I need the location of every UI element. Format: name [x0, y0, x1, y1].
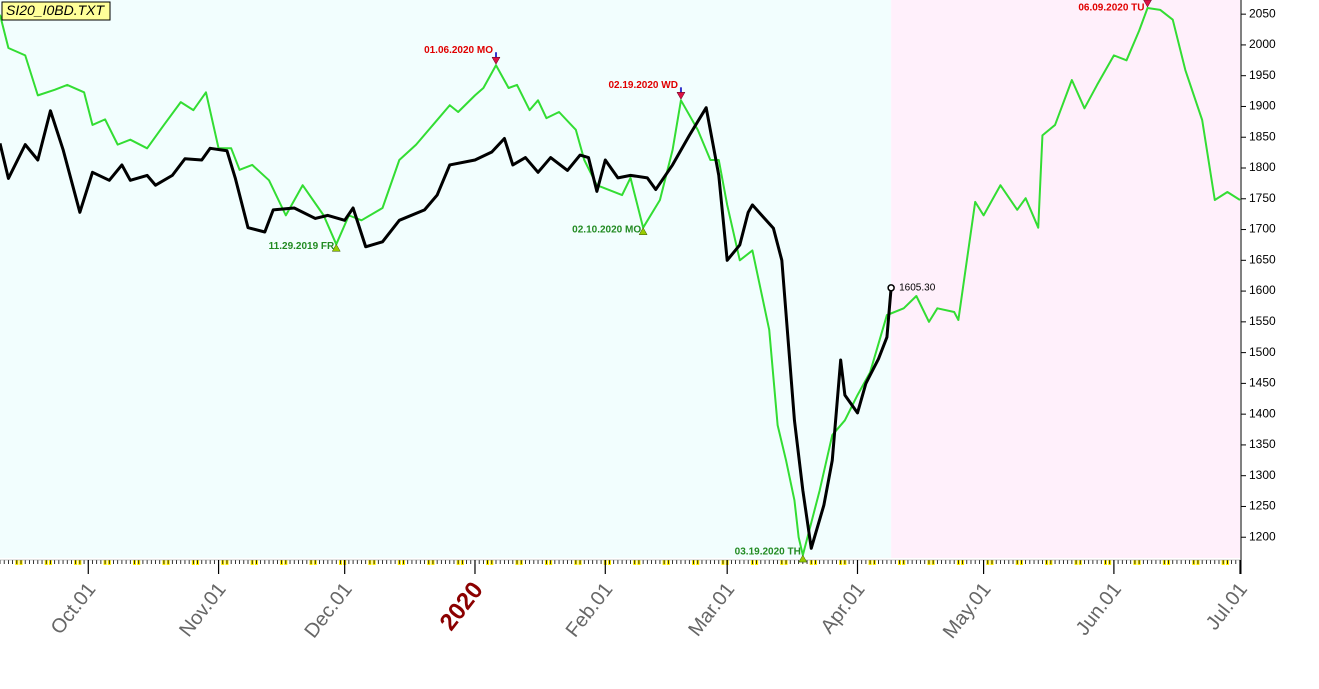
y-tick-label: 1300 — [1249, 468, 1276, 482]
high-marker — [1143, 0, 1152, 8]
y-tick-label: 2050 — [1249, 6, 1276, 20]
y-tick-label: 1600 — [1249, 283, 1276, 297]
y-tick-label: 1500 — [1249, 345, 1276, 359]
y-tick-label: 1750 — [1249, 191, 1276, 205]
chart-title: SI20_I0BD.TXT — [6, 2, 105, 18]
high-marker — [676, 92, 686, 100]
forecast-background — [891, 0, 1240, 558]
high-label: 06.09.2020 TU — [1078, 3, 1144, 14]
x-tick-label: Nov.01 — [175, 579, 230, 641]
y-tick-label: 2000 — [1249, 37, 1276, 51]
last-value-marker — [887, 284, 895, 292]
y-tick-label: 1950 — [1249, 68, 1276, 82]
y-tick-label: 1400 — [1249, 406, 1276, 420]
y-tick-label: 1200 — [1249, 529, 1276, 543]
low-marker — [331, 243, 341, 252]
y-tick-label: 1550 — [1249, 314, 1276, 328]
x-tick-label: Dec.01 — [300, 579, 356, 642]
low-marker — [638, 227, 648, 235]
y-tick-label: 1450 — [1249, 376, 1276, 390]
history-background — [0, 0, 892, 558]
price-line — [0, 106, 893, 550]
strip-base — [0, 560, 1240, 566]
x-tick-label: 2020 — [435, 577, 489, 636]
x-tick-label: May.01 — [939, 579, 996, 643]
low-label: 03.19.2020 TH — [735, 547, 801, 558]
high-label: 01.06.2020 MO — [424, 45, 493, 56]
x-tick-label: Apr.01 — [817, 579, 870, 638]
x-tick-label: Feb.01 — [562, 579, 618, 642]
value-label: 1605.30 — [899, 282, 936, 293]
x-tick-label: Jul.01 — [1202, 579, 1252, 635]
low-label: 02.10.2020 MO — [572, 224, 641, 235]
date-strip: Oct.01 Nov.01 Dec.01 2020 Feb.01 Mar.01 Apr.01… — [0, 559, 1252, 643]
x-tick-label: Mar.01 — [684, 579, 739, 641]
x-tick-label: Oct.01 — [47, 579, 101, 639]
y-tick-label: 1900 — [1249, 99, 1276, 113]
y-tick-label: 1650 — [1249, 252, 1276, 266]
low-marker — [798, 554, 808, 563]
high-marker — [491, 56, 501, 65]
y-tick-label: 1850 — [1249, 129, 1276, 143]
x-tick-label: Jun.01 — [1072, 579, 1126, 640]
y-tick-label: 1250 — [1249, 499, 1276, 513]
y-tick-label: 1700 — [1249, 222, 1276, 236]
backgrounds — [0, 0, 1240, 558]
high-label: 02.19.2020 WD — [608, 80, 678, 91]
low-label: 11.29.2019 FR — [269, 241, 335, 252]
y-tick-label: 1800 — [1249, 160, 1276, 174]
y-tick-label: 1350 — [1249, 437, 1276, 451]
plot: 1200 1250 1300 1350 1400 1450 1500 1550 1600 1650… — [0, 0, 1276, 574]
title-box — [1, 1, 111, 21]
